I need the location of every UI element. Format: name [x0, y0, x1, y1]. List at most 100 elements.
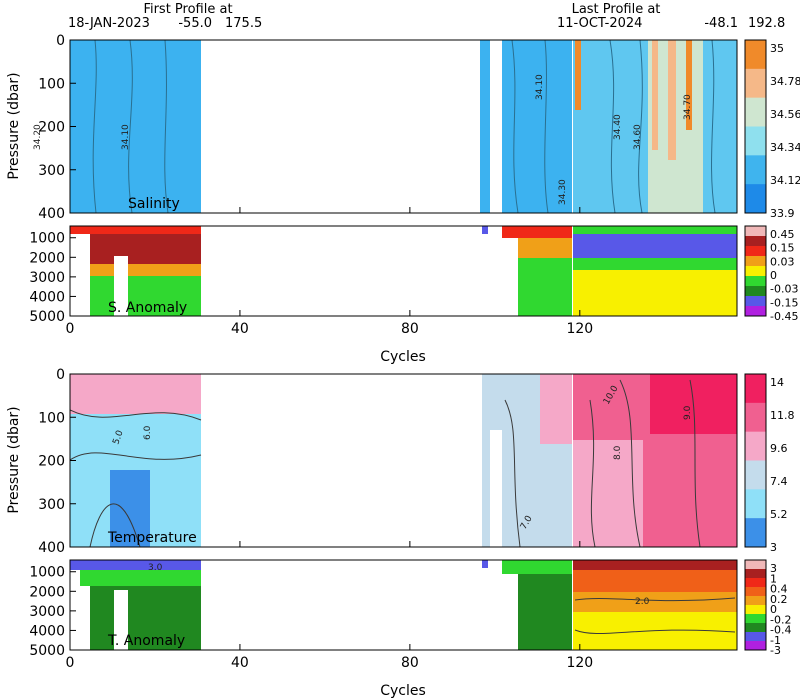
- salinity-anomaly-xticks: 0 40 80 120: [66, 310, 593, 337]
- salinity-contour-label: 34.70: [683, 94, 693, 120]
- colorbar-swatch: [745, 632, 766, 642]
- tan-mid-top: [502, 560, 572, 574]
- san-early-gap: [114, 256, 128, 316]
- salinity-heatmap: [70, 40, 737, 213]
- y-tick-label: 100: [38, 410, 65, 426]
- colorbar-swatch: [745, 97, 766, 127]
- y-tick-label: 2000: [29, 250, 65, 266]
- salinity-block-mid-a: [480, 40, 490, 213]
- colorbar-label: 0.03: [770, 255, 795, 268]
- temperature-anomaly-yticks: 1000 2000 3000 4000 5000: [29, 565, 76, 659]
- temperature-anomaly-panel: 3.0 2.0 T. Anomaly 10002000300040005000 …: [29, 559, 791, 699]
- salinity-contour-label: 34.30: [558, 179, 568, 205]
- colorbar-label: 34.34: [770, 141, 800, 154]
- colorbar-label: -3: [770, 644, 781, 657]
- colorbar-label: 33.9: [770, 207, 795, 220]
- x-tick-label: 80: [401, 321, 419, 337]
- salinity-high-streak: [575, 40, 581, 110]
- temperature-anomaly-colorbar: 310.40.20-0.2-0.4-1-3: [744, 559, 791, 657]
- colorbar-swatch: [745, 605, 766, 615]
- salinity-contour-label: 34.20: [33, 124, 43, 150]
- salinity-gap: [490, 95, 502, 213]
- y-tick-label: 0: [56, 367, 65, 383]
- tan-mid-a: [482, 560, 488, 568]
- first-profile-lat: -55.0: [178, 16, 212, 31]
- tan-contours-late: [574, 597, 736, 635]
- colorbar-label: 14: [770, 376, 784, 389]
- x-tick-label: 80: [401, 655, 419, 671]
- colorbar-swatch: [745, 431, 766, 461]
- temperature-anomaly-xticks: 0 40 80 120: [66, 644, 593, 671]
- colorbar-label: 34.78: [770, 75, 800, 88]
- first-profile-date: 18-JAN-2023: [68, 16, 150, 31]
- temperature-heatmap: [70, 374, 737, 547]
- y-tick-label: 100: [38, 76, 65, 92]
- colorbar-swatch: [745, 256, 766, 267]
- salinity-panel: 34.10 34.20 34.10 34.30 34.40 34.60 34.7…: [6, 33, 800, 222]
- y-tick-label: 200: [38, 120, 65, 136]
- colorbar-label: -0.03: [770, 283, 798, 296]
- colorbar-label: 0: [770, 603, 777, 616]
- colorbar-swatch: [745, 246, 766, 257]
- colorbar-swatch: [745, 587, 766, 597]
- temperature-xticks: [69, 541, 581, 547]
- salinity-anomaly-panel: S. Anomaly 1000 2000 3000 4000 5000 0 40 80 120…: [29, 225, 798, 365]
- x-tick-label: 0: [66, 655, 75, 671]
- tan-late-top: [573, 560, 737, 570]
- last-profile-label: Last Profile at: [572, 2, 661, 17]
- y-tick-label: 300: [38, 497, 65, 513]
- y-tick-label: 5000: [29, 309, 65, 325]
- san-early-core: [90, 234, 201, 264]
- salinity-xticks: [69, 207, 581, 213]
- colorbar-swatch: [745, 296, 766, 307]
- temperature-panel-label: Temperature: [107, 530, 197, 546]
- salinity-anomaly-panel-label: S. Anomaly: [108, 300, 187, 316]
- colorbar-swatch: [745, 623, 766, 633]
- last-profile-lat: -48.1: [704, 16, 738, 31]
- tan-contour-label: 2.0: [635, 597, 650, 607]
- header: First Profile at 18-JAN-2023 -55.0 175.5…: [68, 2, 785, 31]
- temperature-anomaly-contour-labels: 3.0 2.0: [148, 563, 650, 607]
- salinity-anomaly-yticks: 1000 2000 3000 4000 5000: [29, 231, 76, 325]
- colorbar-swatch: [745, 569, 766, 579]
- colorbar-label: 9.6: [770, 442, 788, 455]
- temp-gap: [490, 430, 502, 547]
- colorbar-label: 34.12: [770, 174, 800, 187]
- y-tick-label: 4000: [29, 289, 65, 305]
- san-late-core: [573, 234, 737, 258]
- temperature-colorbar: 14 11.8 9.6 7.4 5.2 3: [744, 373, 795, 554]
- salinity-peak-a: [652, 40, 658, 150]
- salinity-colorbar: 35 34.78 34.56 34.34 34.12 33.9: [744, 39, 800, 220]
- temperature-yticks: 0 100 200 300 400: [38, 367, 76, 556]
- temp-early-cold: [110, 470, 150, 547]
- colorbar-swatch: [745, 40, 766, 70]
- colorbar-label: -1: [770, 634, 781, 647]
- colorbar-swatch: [745, 460, 766, 490]
- temperature-anomaly-heatmap: [70, 560, 737, 650]
- colorbar-label: 0.15: [770, 242, 795, 255]
- salinity-peak-b: [668, 40, 676, 160]
- temperature-anomaly-xlabel: Cycles: [380, 683, 426, 699]
- salinity-anomaly-heatmap: [70, 226, 737, 316]
- y-tick-label: 400: [38, 206, 65, 222]
- y-tick-label: 5000: [29, 643, 65, 659]
- colorbar-swatch: [745, 68, 766, 99]
- san-late-mid: [573, 258, 737, 270]
- temp-contour-label: 6.0: [143, 425, 153, 440]
- y-tick-label: 4000: [29, 623, 65, 639]
- tan-early-top: [70, 560, 201, 570]
- colorbar-label: -0.4: [770, 624, 791, 637]
- salinity-block-early: [70, 40, 201, 213]
- san-mid-core: [518, 238, 572, 258]
- temp-late-cool: [573, 440, 643, 547]
- last-profile-lon: 192.8: [748, 16, 785, 31]
- colorbar-swatch: [745, 266, 766, 277]
- salinity-anomaly-xlabel: Cycles: [380, 349, 426, 365]
- colorbar-label: 0.45: [770, 228, 795, 241]
- san-mid-deep: [518, 258, 572, 316]
- y-tick-label: 3000: [29, 604, 65, 620]
- colorbar-swatch: [745, 560, 766, 570]
- colorbar-frame: [744, 559, 767, 651]
- temp-contours-early: [70, 409, 202, 547]
- x-tick-label: 40: [231, 655, 249, 671]
